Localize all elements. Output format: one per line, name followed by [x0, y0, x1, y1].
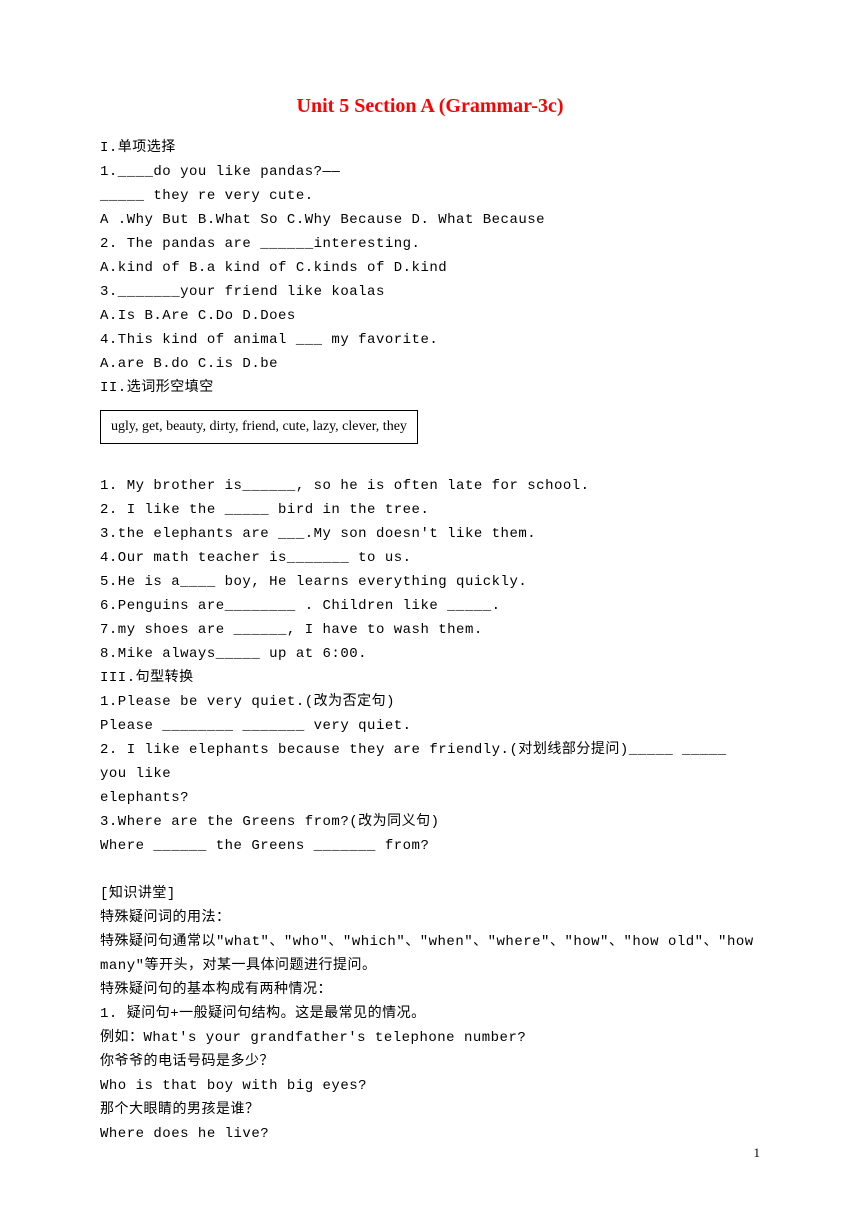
- s2-q8: 8.Mike always_____ up at 6:00.: [100, 642, 760, 666]
- s1-q1-line2: _____ they re very cute.: [100, 184, 760, 208]
- s2-q2: 2. I like the _____ bird in the tree.: [100, 498, 760, 522]
- knowledge-line5: 1. 疑问句+一般疑问句结构。这是最常见的情况。: [100, 1002, 760, 1026]
- knowledge-line4: 特殊疑问句的基本构成有两种情况：: [100, 978, 760, 1002]
- s3-q1-line1: 1.Please be very quiet.(改为否定句): [100, 690, 760, 714]
- s2-q1: 1. My brother is______, so he is often l…: [100, 474, 760, 498]
- word-box: ugly, get, beauty, dirty, friend, cute, …: [100, 410, 418, 444]
- s1-q2-options: A.kind of B.a kind of C.kinds of D.kind: [100, 256, 760, 280]
- knowledge-line3: many"等开头，对某一具体问题进行提问。: [100, 954, 760, 978]
- s1-q3-options: A.Is B.Are C.Do D.Does: [100, 304, 760, 328]
- knowledge-line7: 你爷爷的电话号码是多少？: [100, 1050, 760, 1074]
- s1-q1-line1: 1.____do you like pandas?——: [100, 160, 760, 184]
- knowledge-line2: 特殊疑问句通常以"what"、"who"、"which"、"when"、"whe…: [100, 930, 760, 954]
- s2-q4: 4.Our math teacher is_______ to us.: [100, 546, 760, 570]
- knowledge-line9: 那个大眼睛的男孩是谁？: [100, 1098, 760, 1122]
- s2-q6: 6.Penguins are________ . Children like _…: [100, 594, 760, 618]
- s3-q3-line2: Where ______ the Greens _______ from?: [100, 834, 760, 858]
- section3-heading: III.句型转换: [100, 666, 760, 690]
- s1-q1-options: A .Why But B.What So C.Why Because D. Wh…: [100, 208, 760, 232]
- s3-q1-line2: Please ________ _______ very quiet.: [100, 714, 760, 738]
- s1-q3: 3._______your friend like koalas: [100, 280, 760, 304]
- knowledge-line1: 特殊疑问词的用法：: [100, 906, 760, 930]
- s1-q4: 4.This kind of animal ___ my favorite.: [100, 328, 760, 352]
- s1-q4-options: A.are B.do C.is D.be: [100, 352, 760, 376]
- knowledge-line6: 例如：What's your grandfather's telephone n…: [100, 1026, 760, 1050]
- page-number: 1: [754, 1145, 761, 1161]
- s3-q3-line1: 3.Where are the Greens from?(改为同义句): [100, 810, 760, 834]
- s1-q2: 2. The pandas are ______interesting.: [100, 232, 760, 256]
- knowledge-heading: [知识讲堂]: [100, 882, 760, 906]
- section2-heading: II.选词形空填空: [100, 376, 760, 400]
- section1-heading: I.单项选择: [100, 136, 760, 160]
- s3-q2-line2: elephants?: [100, 786, 760, 810]
- knowledge-line10: Where does he live?: [100, 1122, 760, 1146]
- s2-q3: 3.the elephants are ___.My son doesn't l…: [100, 522, 760, 546]
- s2-q5: 5.He is a____ boy, He learns everything …: [100, 570, 760, 594]
- s2-q7: 7.my shoes are ______, I have to wash th…: [100, 618, 760, 642]
- s3-q2-line1: 2. I like elephants because they are fri…: [100, 738, 760, 786]
- knowledge-line8: Who is that boy with big eyes?: [100, 1074, 760, 1098]
- page-title: Unit 5 Section A (Grammar-3c): [100, 95, 760, 118]
